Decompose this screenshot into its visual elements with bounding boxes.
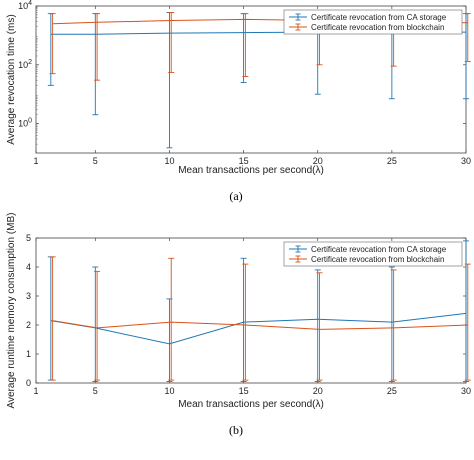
x-tick-label: 10 — [164, 156, 174, 166]
legend-box — [283, 241, 463, 267]
panel-caption: (b) — [229, 423, 243, 437]
series-blockchain — [49, 256, 471, 381]
y-tick-label: 1 — [26, 349, 31, 359]
x-tick-label: 1 — [33, 156, 38, 166]
x-tick-label: 30 — [461, 386, 471, 396]
legend-entry-label: Certificate revocation from blockchain — [311, 23, 444, 32]
legend-box — [283, 9, 463, 35]
panel-caption: (a) — [229, 189, 242, 203]
x-tick-label: 5 — [93, 386, 98, 396]
legend-entry-label: Certificate revocation from CA storage — [311, 13, 447, 22]
y-axis-label: Average runtime memory consumption (MB) — [6, 213, 17, 409]
legend-entry-label: Certificate revocation from blockchain — [311, 255, 444, 264]
y-tick-label: 0 — [26, 378, 31, 388]
x-tick-label: 30 — [461, 156, 471, 166]
x-tick-label: 1 — [33, 386, 38, 396]
y-tick-label: 4 — [26, 262, 31, 272]
x-tick-label: 25 — [387, 156, 397, 166]
y-tick-label: 104 — [18, 0, 32, 11]
y-axis-label: Average revocation time (ms) — [6, 14, 17, 144]
x-tick-label: 15 — [239, 386, 249, 396]
x-axis-label: Mean transactions per second(λ) — [178, 165, 324, 176]
x-tick-label: 20 — [313, 156, 323, 166]
x-tick-label: 5 — [93, 156, 98, 166]
legend: Certificate revocation from CA storageCe… — [283, 241, 463, 267]
legend: Certificate revocation from CA storageCe… — [283, 9, 463, 35]
legend-entry-label: Certificate revocation from CA storage — [311, 245, 447, 254]
x-axis-label: Mean transactions per second(λ) — [178, 399, 324, 410]
y-tick-label: 3 — [26, 291, 31, 301]
x-tick-label: 25 — [387, 386, 397, 396]
y-tick-label: 100 — [18, 118, 32, 129]
y-tick-label: 2 — [26, 320, 31, 330]
y-tick-label: 5 — [26, 233, 31, 243]
x-tick-label: 20 — [313, 386, 323, 396]
y-tick-label: 102 — [18, 59, 32, 70]
x-tick-label: 15 — [239, 156, 249, 166]
x-tick-label: 10 — [164, 386, 174, 396]
